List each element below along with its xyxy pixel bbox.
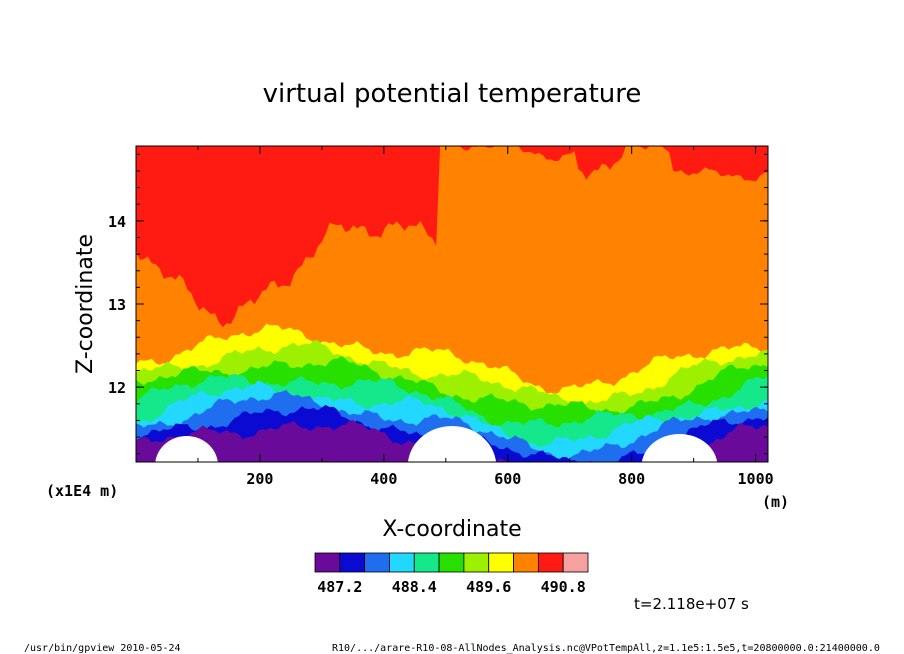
x-axis: 200 400 600 800 1000 [197,146,774,488]
colorbar-swatch [513,552,539,573]
colorbar-swatch [488,552,514,573]
y-tick-label: 13 [108,296,126,314]
y-tick-label: 12 [108,379,126,397]
colorbar-swatch [364,552,390,573]
contour-field [136,146,768,462]
y-axis-label: Z-coordinate [73,234,98,374]
colorbar-swatch [413,552,440,573]
x-tick-label: 800 [618,470,645,488]
band-red [136,146,768,328]
colorbar-swatch [314,552,341,573]
chart-title: virtual potential temperature [263,79,642,109]
y-tick-label: 14 [108,213,126,231]
colorbar-swatch [562,552,589,573]
colorbar-swatch [463,552,490,573]
y-axis: 12 13 14 [108,153,768,455]
colorbar: 487.2 488.4 489.6 490.8 [314,552,589,596]
colorbar-label: 488.4 [392,578,437,596]
colorbar-label: 490.8 [541,578,586,596]
colorbar-label: 487.2 [317,578,362,596]
colorbar-swatch [537,552,564,573]
x-tick-label: 400 [370,470,397,488]
footer-right: R10/.../arare-R10-08-AllNodes_Analysis.n… [332,643,880,654]
colorbar-label: 489.6 [466,578,511,596]
colorbar-swatch [389,552,415,573]
x-axis-label: X-coordinate [382,517,521,542]
time-label: t=2.118e+07 s [634,595,749,613]
x-tick-label: 200 [246,470,273,488]
band-purple [136,420,768,462]
x-tick-label: 1000 [738,470,774,488]
x-tick-label: 600 [494,470,521,488]
blank-region [641,434,718,462]
blank-region [407,426,497,462]
blank-region [155,436,218,462]
footer-left: /usr/bin/gpview 2010-05-24 [24,643,181,654]
colorbar-swatch [339,552,366,573]
colorbar-swatch [438,552,465,573]
y-scale-note: (x1E4 m) [46,482,118,500]
x-unit-label: (m) [762,493,789,511]
